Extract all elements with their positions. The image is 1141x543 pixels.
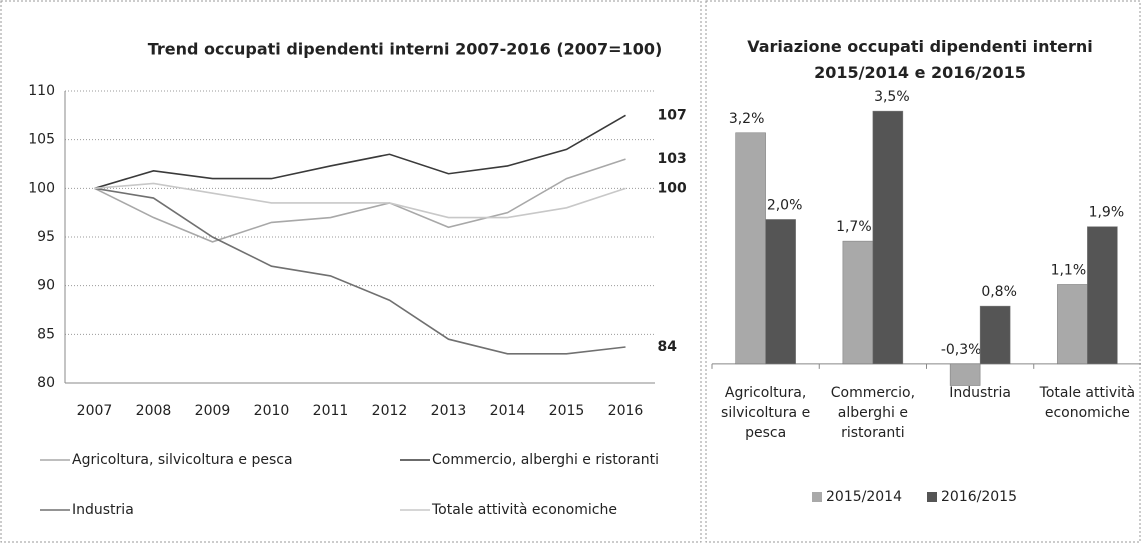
bar: [765, 219, 796, 365]
bar: [735, 132, 766, 365]
data-label: 100: [658, 180, 687, 196]
data-label: 1,9%: [1089, 205, 1125, 221]
left-frame: [0, 0, 702, 543]
legend-label: 2016/2015: [941, 489, 1017, 505]
y-tick-label: 95: [37, 229, 55, 245]
x-tick-label: 2015: [549, 403, 585, 419]
legend-label: Agricoltura, silvicoltura e pesca: [72, 452, 293, 468]
x-tick-label: 2007: [77, 403, 113, 419]
legend-label: Industria: [72, 502, 134, 518]
x-tick-label: 2010: [254, 403, 290, 419]
chart-title: Trend occupati dipendenti interni 2007-2…: [148, 40, 663, 59]
right-frame: [705, 0, 1141, 543]
y-tick-label: 80: [37, 375, 55, 391]
x-tick-label: 2016: [608, 403, 644, 419]
line: [94, 114, 626, 190]
x-tick-label: 2008: [136, 403, 172, 419]
bar: [1057, 284, 1088, 365]
data-label: 84: [658, 339, 678, 355]
data-label: 3,2%: [729, 111, 765, 127]
x-tick-label: 2012: [372, 403, 408, 419]
y-tick-label: 100: [28, 180, 55, 196]
data-label: 0,8%: [981, 284, 1017, 300]
data-label: 1,7%: [836, 219, 872, 235]
line: [94, 182, 626, 219]
data-label: -0,3%: [941, 342, 982, 358]
x-tick-label: Agricoltura, silvicoltura e pesca: [721, 385, 811, 441]
bar: [1087, 226, 1118, 365]
data-label: 2,0%: [767, 197, 803, 213]
legend-label: Totale attività economiche: [431, 502, 617, 518]
line: [94, 158, 626, 243]
bar: [872, 110, 904, 365]
x-tick-label: Commercio, alberghi e ristoranti: [830, 385, 916, 441]
bar: [949, 363, 981, 386]
legend-label: 2015/2014: [826, 489, 902, 505]
data-label: 3,5%: [874, 89, 910, 105]
data-label: 1,1%: [1051, 262, 1087, 278]
bar: [842, 240, 874, 365]
legend-label: Commercio, alberghi e ristoranti: [432, 452, 659, 468]
legend-swatch: [927, 492, 937, 502]
chart-title: Variazione occupati dipendenti interni 2…: [747, 37, 1093, 82]
x-tick-label: 2009: [195, 403, 231, 419]
x-tick-label: Totale attività economiche: [1039, 385, 1136, 421]
legend-swatch: [812, 492, 822, 502]
data-label: 107: [658, 107, 687, 123]
line: [94, 187, 626, 355]
bar: [979, 305, 1011, 365]
x-tick-label: Industria: [949, 385, 1012, 401]
data-label: 103: [658, 151, 687, 167]
x-tick-label: 2011: [313, 403, 349, 419]
x-tick-label: 2014: [490, 403, 526, 419]
y-tick-label: 105: [28, 132, 55, 148]
y-tick-label: 110: [28, 83, 55, 99]
x-tick-label: 2013: [431, 403, 467, 419]
y-tick-label: 90: [37, 278, 55, 294]
y-tick-label: 85: [37, 326, 55, 342]
